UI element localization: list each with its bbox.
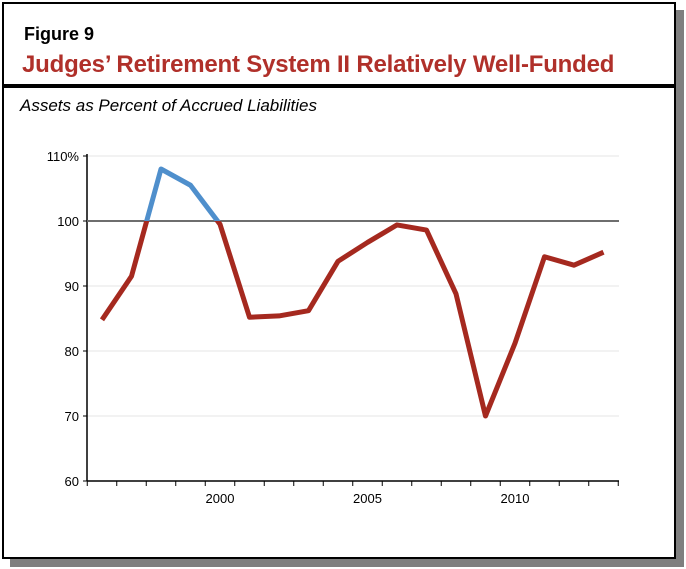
y-tick-label: 80 [65,344,79,359]
y-tick-label: 60 [65,474,79,489]
x-tick-label: 2010 [501,491,530,506]
y-tick-label: 90 [65,279,79,294]
y-tick-label: 70 [65,409,79,424]
figure-label: Figure 9 [24,24,95,44]
series-line-below-100 [99,221,605,419]
y-tick-label: 100 [57,214,79,229]
x-tick-label: 2005 [353,491,382,506]
series-line-above-100 [144,166,221,221]
y-tick-label: 110% [47,149,80,164]
x-tick-label: 2000 [206,491,235,506]
chart-title: Judges’ Retirement System II Relatively … [22,51,615,78]
figure-frame: Figure 9 Judges’ Retirement System II Re… [2,2,676,559]
title-rule [4,84,674,88]
chart-subtitle: Assets as Percent of Accrued Liabilities [20,96,318,115]
